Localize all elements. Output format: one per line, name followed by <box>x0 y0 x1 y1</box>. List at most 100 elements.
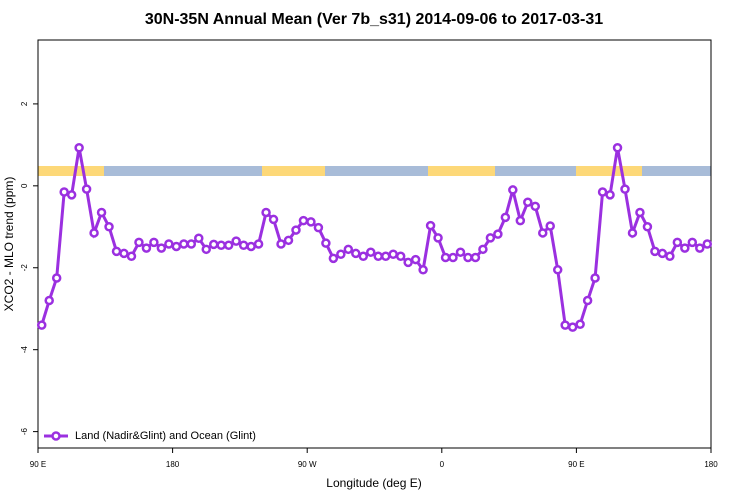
data-point <box>89 228 99 238</box>
land-ocean-band <box>38 166 711 176</box>
x-tick-label: 180 <box>166 460 180 469</box>
data-point <box>358 251 369 262</box>
data-point <box>515 215 526 226</box>
land-band <box>262 166 325 176</box>
data-point <box>552 265 563 275</box>
data-point <box>201 244 211 255</box>
data-point <box>208 239 219 250</box>
data-point <box>291 225 301 235</box>
data-point <box>336 249 346 259</box>
land-band <box>576 166 642 176</box>
data-point <box>119 248 129 259</box>
x-axis-label: Longitude (deg E) <box>326 476 421 490</box>
data-point <box>642 222 653 232</box>
x-tick-label: 90 E <box>30 460 46 469</box>
data-point <box>650 246 660 257</box>
data-point <box>298 215 309 226</box>
data-point <box>96 207 107 218</box>
data-point <box>395 251 406 262</box>
land-band <box>38 166 104 176</box>
y-axis-label: XCO2 - MLO trend (ppm) <box>2 177 16 312</box>
data-point <box>418 265 428 275</box>
data-point <box>276 239 286 249</box>
data-point <box>81 184 92 194</box>
data-point <box>238 240 249 250</box>
data-point <box>171 241 182 252</box>
data-point <box>111 246 122 257</box>
data-point <box>657 248 668 259</box>
data-point <box>702 239 713 249</box>
data-point <box>680 243 690 253</box>
data-point <box>575 319 585 330</box>
data-point <box>440 252 451 263</box>
data-point <box>627 228 638 238</box>
data-point <box>545 221 555 231</box>
data-point <box>672 237 683 248</box>
x-tick-label: 90 W <box>298 460 317 469</box>
y-tick-label: -2 <box>20 264 29 272</box>
data-point <box>410 254 421 265</box>
data-point <box>36 320 47 330</box>
data-point <box>523 197 533 207</box>
data-point <box>66 190 77 200</box>
data-point <box>567 322 578 332</box>
data-point <box>470 252 481 263</box>
data-point <box>186 239 197 249</box>
data-point <box>612 142 623 153</box>
data-point <box>388 249 398 259</box>
data-point <box>253 239 264 249</box>
data-point <box>582 295 593 306</box>
data-point <box>463 252 473 263</box>
data-point <box>156 243 167 253</box>
data-point <box>590 273 600 283</box>
data-point <box>246 241 256 252</box>
data-point <box>500 212 511 223</box>
data-point <box>455 247 466 257</box>
data-point <box>223 240 234 250</box>
data-point <box>149 237 159 248</box>
data-point <box>51 273 62 283</box>
data-point <box>493 229 503 239</box>
data-point <box>687 237 698 248</box>
data-point <box>373 251 383 262</box>
data-point <box>351 248 361 259</box>
data-point <box>194 233 204 244</box>
data-point <box>268 214 279 225</box>
data-point <box>448 252 458 263</box>
data-point <box>141 243 152 253</box>
y-tick-label: 2 <box>20 101 29 106</box>
data-point <box>306 217 316 227</box>
data-point <box>665 251 675 262</box>
data-point <box>328 253 339 264</box>
data-point <box>538 228 548 238</box>
data-point <box>59 187 69 197</box>
data-point <box>478 244 488 255</box>
legend-marker <box>51 431 61 441</box>
data-point <box>261 207 271 218</box>
data-point <box>425 220 436 231</box>
x-tick-label: 90 E <box>568 460 584 469</box>
data-point <box>231 236 241 246</box>
data-point <box>380 251 391 262</box>
data-point <box>635 207 645 218</box>
data-point <box>605 190 615 200</box>
data-point <box>485 233 496 243</box>
data-point <box>620 184 630 194</box>
data-point <box>560 320 570 330</box>
data-point <box>74 142 84 153</box>
data-point <box>164 239 174 249</box>
data-point <box>366 247 376 257</box>
data-point <box>597 187 608 197</box>
data-point <box>321 238 331 248</box>
data-point <box>508 185 518 195</box>
data-point <box>530 201 541 212</box>
data-point <box>695 243 705 253</box>
data-point <box>134 237 144 248</box>
y-tick-label: -6 <box>20 428 29 436</box>
data-point <box>283 235 294 246</box>
x-tick-label: 180 <box>704 460 718 469</box>
ocean-band <box>38 166 711 176</box>
data-point <box>433 233 443 243</box>
y-tick-label: -4 <box>20 346 29 354</box>
